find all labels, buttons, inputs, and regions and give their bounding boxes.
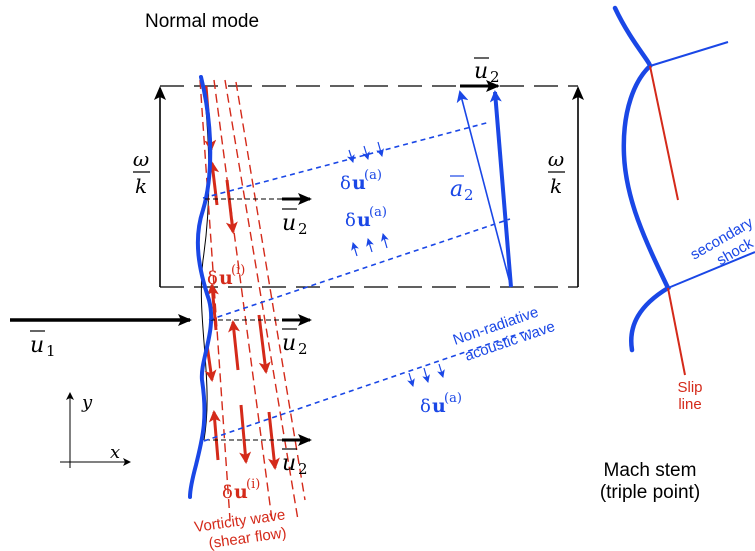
u2-label-2: u 2 (282, 328, 308, 358)
svg-text:(a): (a) (364, 168, 382, 183)
vorticity-wave-label: Vorticity wave (shear flow) (193, 506, 287, 551)
svg-text:ω: ω (133, 147, 149, 171)
secondary-shock-label: secondary shock (688, 214, 755, 269)
svg-text:δ: δ (420, 396, 431, 417)
svg-text:2: 2 (298, 220, 308, 238)
u2-label-3: u 2 (282, 448, 308, 478)
svg-text:(a): (a) (444, 391, 462, 406)
u1-label: u 1 (30, 330, 56, 360)
svg-text:2: 2 (464, 186, 474, 204)
acoustic-arrows-1 (346, 141, 384, 163)
svg-text:(a): (a) (369, 205, 387, 220)
diagram-title: Normal mode (145, 11, 259, 32)
svg-text:u: u (282, 211, 296, 236)
svg-text:u: u (357, 209, 371, 231)
mach-stem-label-2: (triple point) (600, 482, 700, 503)
sound-speed-arrow (456, 90, 512, 288)
a2-label: a 2 (450, 175, 474, 204)
slip-line-label-2: line (678, 396, 701, 413)
svg-text:u: u (282, 331, 296, 356)
du-acoustic-label-2: δ u (a) (345, 205, 387, 231)
svg-text:2: 2 (298, 340, 308, 358)
reflected-shock-upper (649, 41, 729, 67)
coordinate-axes: y x (60, 392, 131, 468)
svg-text:δ: δ (340, 173, 351, 194)
omega-over-k-left: ω k (133, 147, 150, 198)
svg-text:u: u (219, 267, 233, 289)
svg-text:δ: δ (222, 482, 233, 503)
svg-text:1: 1 (46, 342, 56, 360)
svg-text:2: 2 (490, 68, 500, 86)
acoustic-arrows-3 (407, 363, 445, 387)
reflected-shock-lower (667, 251, 755, 289)
nonradiative-wave-label: Non-radiative acoustic wave (451, 304, 557, 365)
svg-text:u: u (352, 172, 366, 194)
slip-line-label-1: Slip (677, 379, 702, 396)
acoustic-wave-lines (202, 121, 531, 442)
svg-text:u: u (234, 481, 248, 503)
svg-text:ω: ω (548, 147, 564, 171)
mach-stem-shock (612, 5, 671, 353)
du-acoustic-label-3: δ u (a) (420, 391, 462, 417)
u2-label-1: u 2 (282, 208, 308, 238)
vorticity-wave-lines (199, 79, 306, 521)
svg-text:u: u (282, 451, 296, 476)
slip-line-lower (667, 287, 686, 376)
svg-text:2: 2 (298, 460, 308, 478)
slip-line-upper (649, 65, 679, 201)
wave-velocity-arrow (489, 90, 513, 288)
svg-text:(i): (i) (231, 263, 245, 278)
svg-text:u: u (432, 395, 446, 417)
u2-label-top: u 2 (474, 57, 500, 86)
du-acoustic-label-1: δ u (a) (340, 168, 382, 194)
acoustic-arrows-2 (351, 233, 389, 257)
axis-y-label: y (81, 392, 93, 413)
svg-text:(i): (i) (246, 477, 260, 492)
svg-text:δ: δ (345, 210, 356, 231)
du-vorticity-label-1: δ u (i) (207, 263, 245, 289)
svg-text:u: u (474, 59, 488, 84)
svg-text:δ: δ (207, 268, 218, 289)
svg-text:a: a (450, 177, 463, 202)
svg-text:u: u (30, 333, 44, 358)
axis-x-label: x (110, 442, 120, 463)
omega-over-k-right: ω k (548, 147, 565, 198)
du-vorticity-label-2: δ u (i) (222, 477, 260, 503)
svg-text:k: k (135, 174, 147, 198)
svg-text:k: k (550, 174, 562, 198)
corrugated-shock-front (188, 75, 214, 499)
mach-stem-label-1: Mach stem (604, 460, 697, 481)
